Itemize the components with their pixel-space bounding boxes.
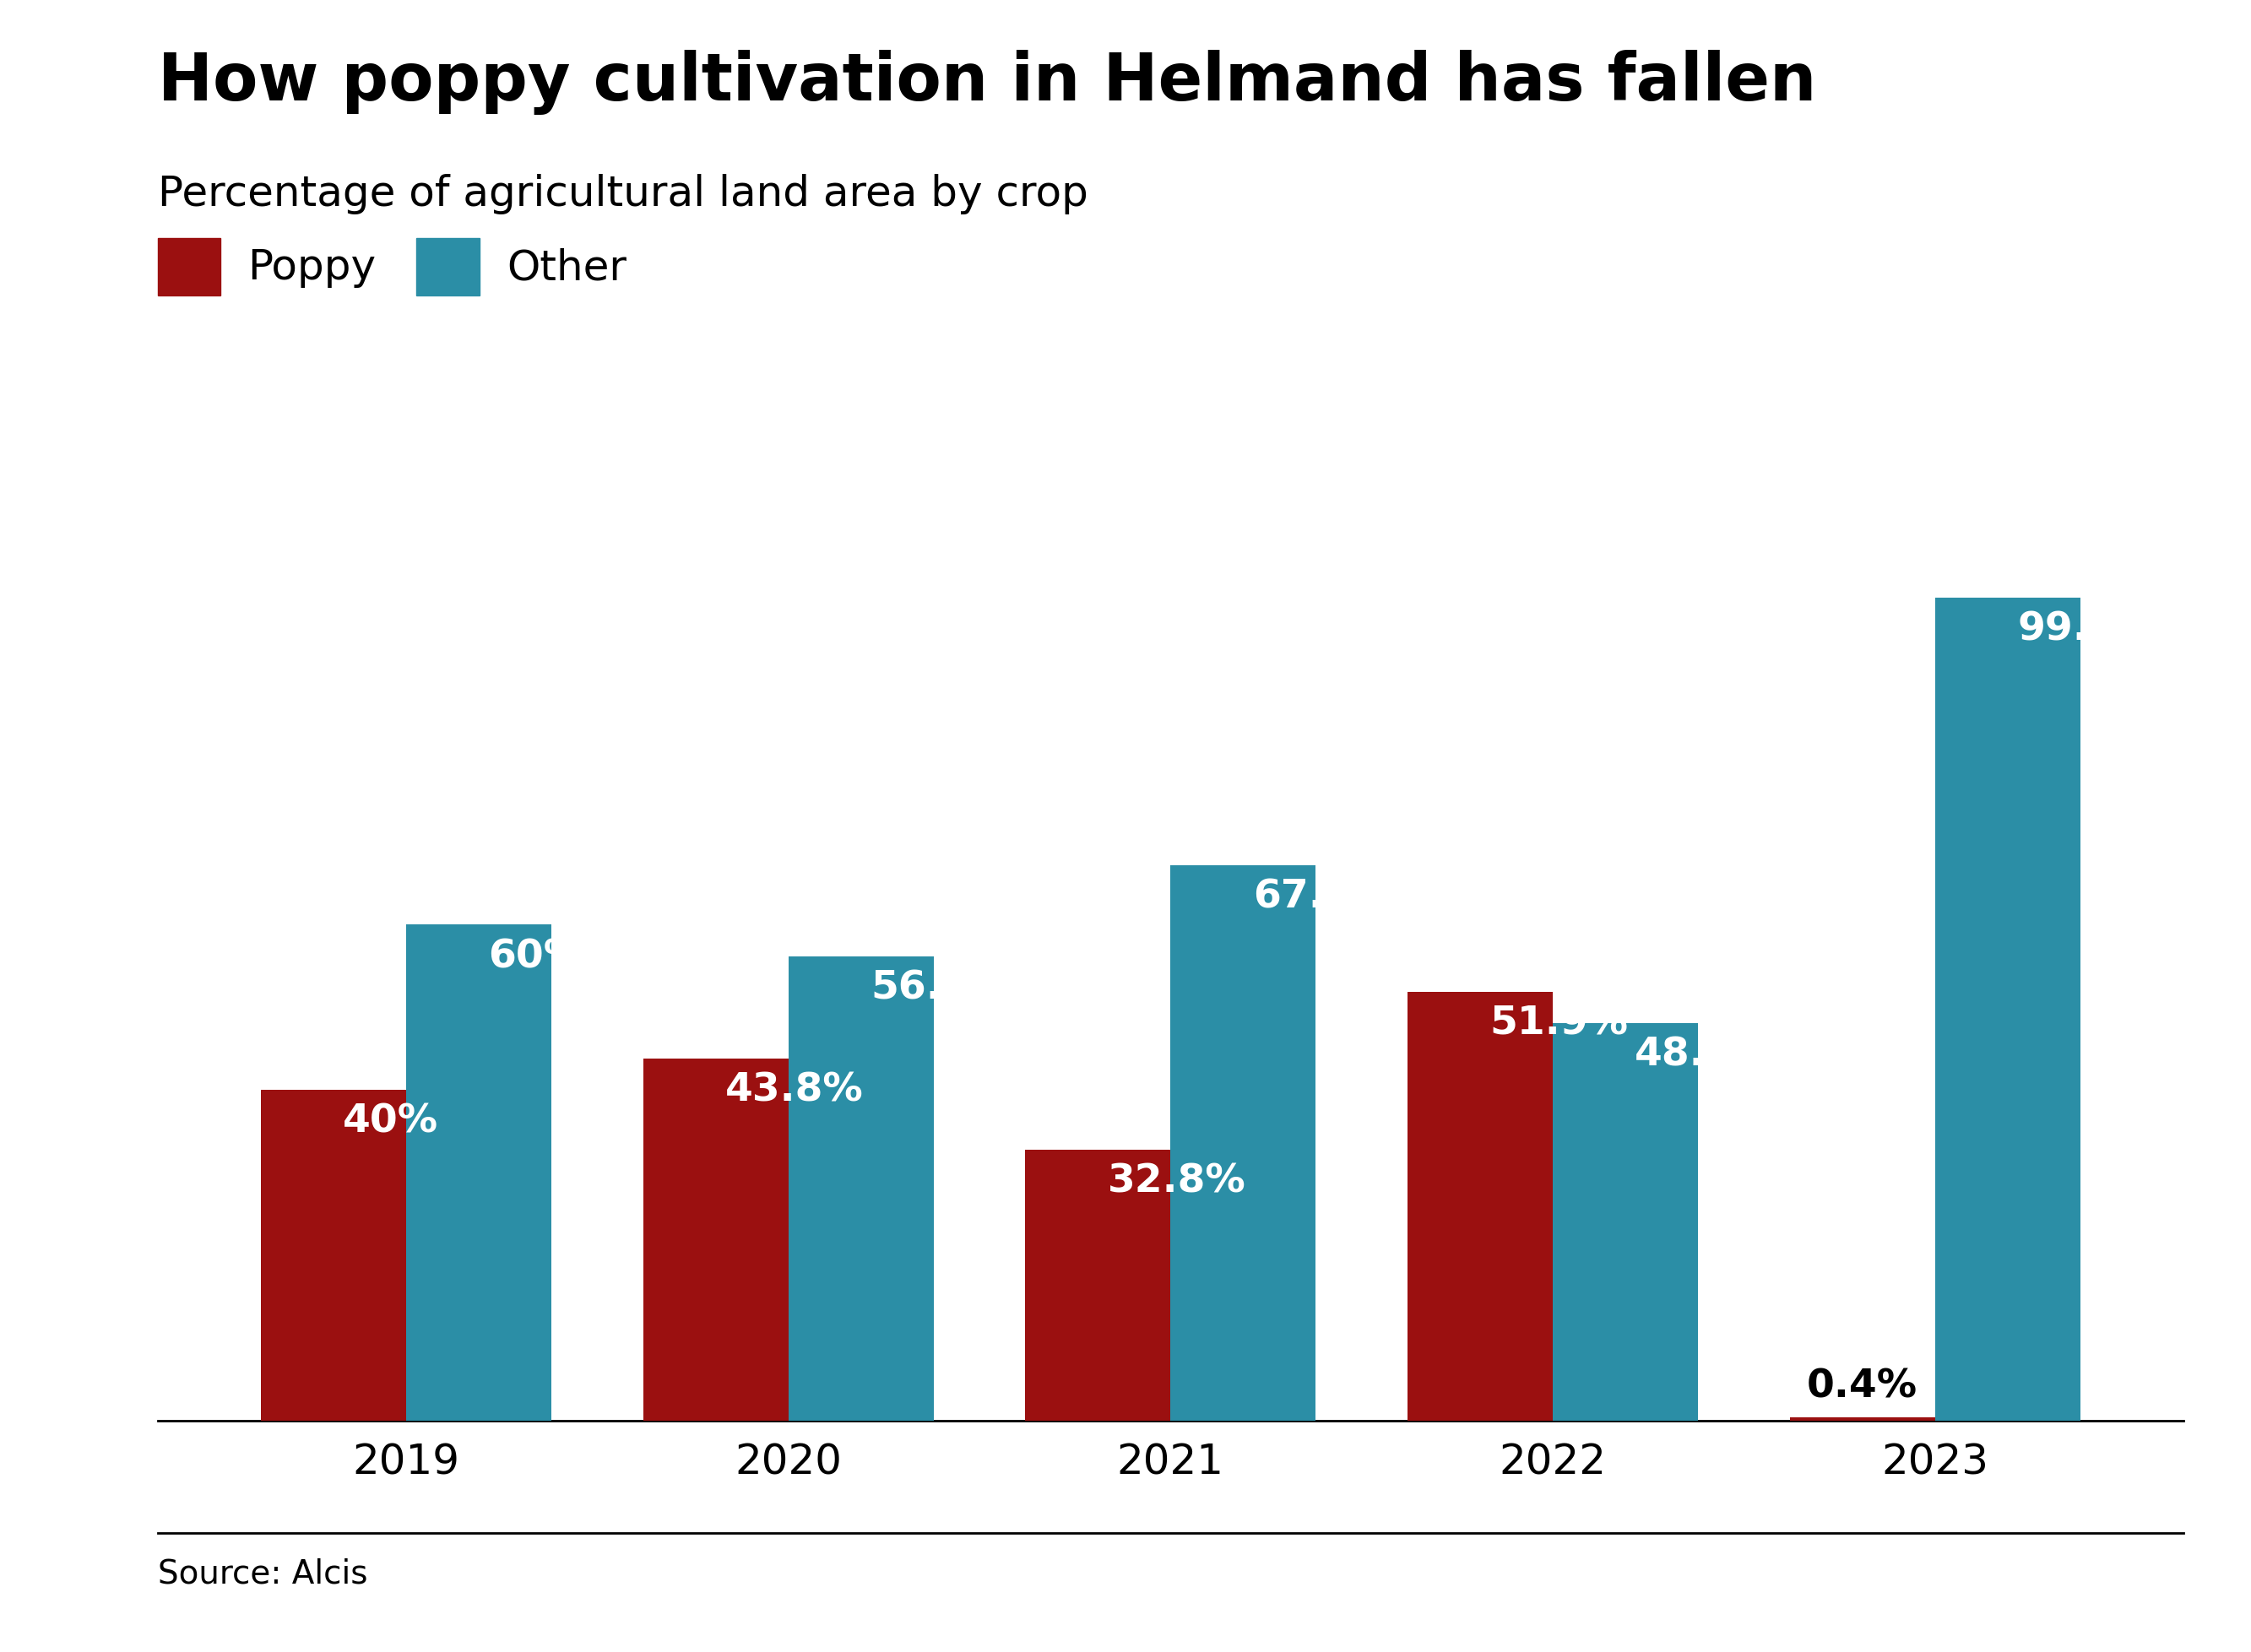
Text: Percentage of agricultural land area by crop: Percentage of agricultural land area by … xyxy=(158,173,1087,215)
Text: 99.6%: 99.6% xyxy=(2017,610,2156,648)
Bar xyxy=(1553,1023,1697,1421)
Text: Other: Other xyxy=(506,248,626,287)
Bar xyxy=(1024,1150,1171,1421)
Text: 51.9%: 51.9% xyxy=(1490,1004,1627,1042)
Bar xyxy=(1790,1417,1936,1421)
Text: 60%: 60% xyxy=(488,937,583,975)
Text: BBC: BBC xyxy=(2055,1561,2136,1597)
Text: 40%: 40% xyxy=(342,1104,439,1140)
Text: Poppy: Poppy xyxy=(248,248,376,287)
Text: 32.8%: 32.8% xyxy=(1107,1163,1245,1199)
Text: 0.4%: 0.4% xyxy=(1808,1368,1918,1404)
Bar xyxy=(1936,598,2080,1421)
Bar xyxy=(1407,991,1553,1421)
Text: How poppy cultivation in Helmand has fallen: How poppy cultivation in Helmand has fal… xyxy=(158,50,1817,114)
Text: 67.2%: 67.2% xyxy=(1254,877,1391,915)
Bar xyxy=(644,1059,788,1421)
Text: 56.2%: 56.2% xyxy=(871,968,1008,1006)
Text: Source: Alcis: Source: Alcis xyxy=(158,1556,367,1589)
Bar xyxy=(405,925,551,1421)
Bar xyxy=(261,1090,405,1421)
Text: 43.8%: 43.8% xyxy=(725,1070,864,1108)
Bar xyxy=(788,957,934,1421)
Text: 48.1%: 48.1% xyxy=(1634,1036,1774,1074)
Bar xyxy=(1171,866,1317,1421)
